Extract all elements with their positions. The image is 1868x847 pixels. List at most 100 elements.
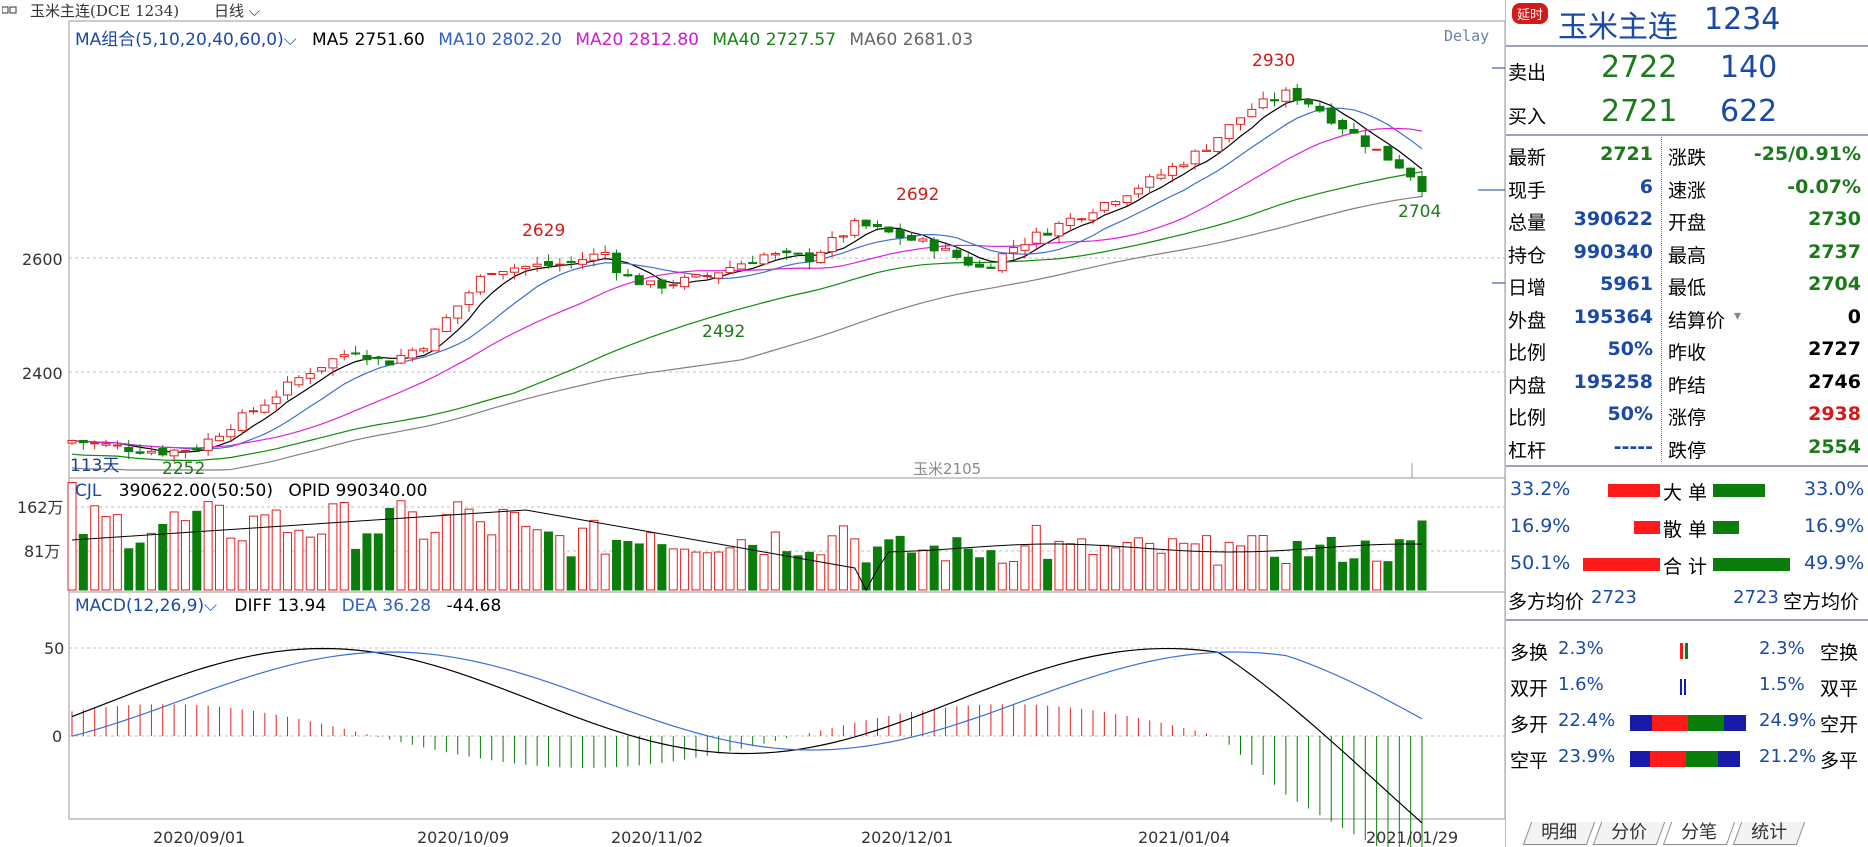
ma-lines [71, 98, 1423, 471]
quote-value: 2938 [1808, 403, 1861, 425]
quote-value: 390622 [1573, 208, 1653, 230]
candle-body [578, 259, 588, 265]
volume-bar [407, 511, 417, 591]
candle-body [1360, 135, 1370, 147]
pos-value-left: 22.4% [1558, 710, 1616, 731]
flow-total-row: 50.1% 合 计 49.9% [1506, 546, 1868, 580]
flow-big-left: 33.2% [1510, 478, 1571, 500]
quote-value: 990340 [1573, 240, 1653, 263]
quote-value: 2737 [1808, 240, 1861, 263]
sell-price: 2722 [1601, 50, 1678, 85]
macd-dropdown[interactable]: MACD(12,26,9) [75, 596, 205, 616]
volume-bar [396, 500, 406, 591]
volume-bar [612, 539, 622, 591]
candle-body [1372, 148, 1382, 151]
long-avg-label: 多方均价 [1508, 591, 1585, 613]
candle-body [101, 443, 111, 446]
candle-body [680, 276, 690, 288]
menu-icon[interactable] [1, 2, 20, 14]
symbol-label[interactable]: 玉米主连(DCE 1234) [30, 2, 180, 20]
volume-bar [793, 555, 803, 591]
tab-stats[interactable]: 统计 [1732, 822, 1806, 845]
volume-bar [1179, 542, 1189, 591]
volume-bar [1372, 560, 1382, 591]
ma10-value: MA10 2802.20 [438, 30, 562, 50]
quote-row: 内盘 195258 昨结 2746 [1506, 365, 1868, 399]
tab-tick[interactable]: 分笔 [1662, 822, 1736, 845]
x-label-1: 2020/10/09 [417, 828, 509, 847]
annot-contract: 玉米2105 [913, 460, 981, 478]
volume-bar [317, 533, 327, 591]
candle-body [1213, 137, 1223, 152]
quote-label: 总量 [1508, 212, 1547, 234]
dea-value: DEA 36.28 [341, 596, 432, 616]
volume-bar [158, 523, 168, 591]
volume-bar [67, 482, 77, 591]
quote-label: 最低 [1668, 277, 1707, 299]
candle-body [226, 429, 236, 438]
volume-bar [283, 532, 293, 591]
volume-bar [623, 541, 633, 591]
diff-value: DIFF 13.94 [234, 596, 327, 616]
flow-total-left: 50.1% [1510, 552, 1571, 574]
candle-body [487, 272, 497, 275]
candle-body [90, 442, 100, 445]
quote-label: 内盘 [1508, 374, 1547, 397]
candle-body [804, 252, 814, 263]
flow-total-right: 49.9% [1804, 552, 1865, 574]
chevron-down-icon[interactable]: ⌵ [204, 596, 218, 616]
column-divider [1661, 137, 1662, 462]
pos-bar [1650, 751, 1686, 767]
sell-row[interactable]: 卖出 2722 140 [1506, 48, 1868, 88]
candle-body [1156, 174, 1166, 179]
chevron-down-icon[interactable]: ▾ [1734, 307, 1742, 324]
candle-body [952, 249, 962, 258]
volume-bar [1145, 542, 1155, 591]
open-interest-line [71, 509, 1423, 592]
cjl-label[interactable]: CJL [75, 481, 102, 501]
quote-label: 结算价 [1668, 309, 1726, 332]
volume-bar [124, 548, 134, 591]
ma20-line [71, 127, 1423, 449]
flow-small-row: 16.9% 散 单 16.9% [1506, 509, 1868, 543]
volume-bars [67, 482, 1427, 592]
candle-body [453, 305, 463, 319]
volume-bar [1099, 544, 1109, 591]
flow-total-label: 合 计 [1663, 556, 1708, 578]
tab-detail[interactable]: 明细 [1522, 822, 1596, 845]
x-label-5: 2021/01/29 [1366, 828, 1458, 847]
volume-bar [1383, 561, 1393, 591]
quote-label: 跌停 [1668, 439, 1707, 462]
candle-body [1349, 128, 1359, 134]
candle-body [249, 410, 259, 413]
ma60-value: MA60 2681.03 [849, 30, 974, 50]
quote-label: 昨结 [1668, 374, 1707, 397]
ma-group-dropdown[interactable]: MA组合(5,10,20,40,60,0) [75, 30, 284, 50]
quote-row: 现手 6 速涨 -0.07% [1506, 170, 1868, 204]
volume-bar [714, 551, 724, 591]
volume-bar [1292, 540, 1302, 591]
volume-bar [1065, 543, 1075, 591]
kline-chart[interactable]: 2600 2400 162万 81万 50 0 2930 2692 2629 2… [0, 0, 1505, 847]
chevron-down-icon[interactable]: ⌵ [283, 30, 297, 50]
volume-bar [906, 552, 916, 591]
period-label: 日线 [214, 2, 245, 20]
period-dropdown[interactable]: 日线 ⌵ [214, 0, 260, 21]
volume-legend: CJL 390622.00(50:50) OPID 990340.00 [75, 481, 427, 501]
quote-row: 持仓 990340 最高 2737 [1506, 235, 1868, 269]
position-row-3: 空平 23.9% 21.2% 多平 [1506, 740, 1868, 774]
volume-bar [1088, 554, 1098, 591]
volume-bar [986, 550, 996, 591]
volume-bar [759, 553, 769, 591]
tab-price[interactable]: 分价 [1592, 822, 1666, 845]
quote-label: 杠杆 [1508, 439, 1547, 462]
volume-bar [509, 511, 519, 591]
candle-body [770, 253, 780, 256]
volume-bar [214, 504, 224, 591]
candle-body [714, 272, 724, 279]
quote-value: 6 [1639, 175, 1653, 198]
candle-body [634, 275, 644, 286]
buy-row[interactable]: 买入 2721 622 [1506, 92, 1868, 132]
quote-label: 速涨 [1668, 179, 1707, 202]
flow-small-right: 16.9% [1804, 515, 1865, 537]
